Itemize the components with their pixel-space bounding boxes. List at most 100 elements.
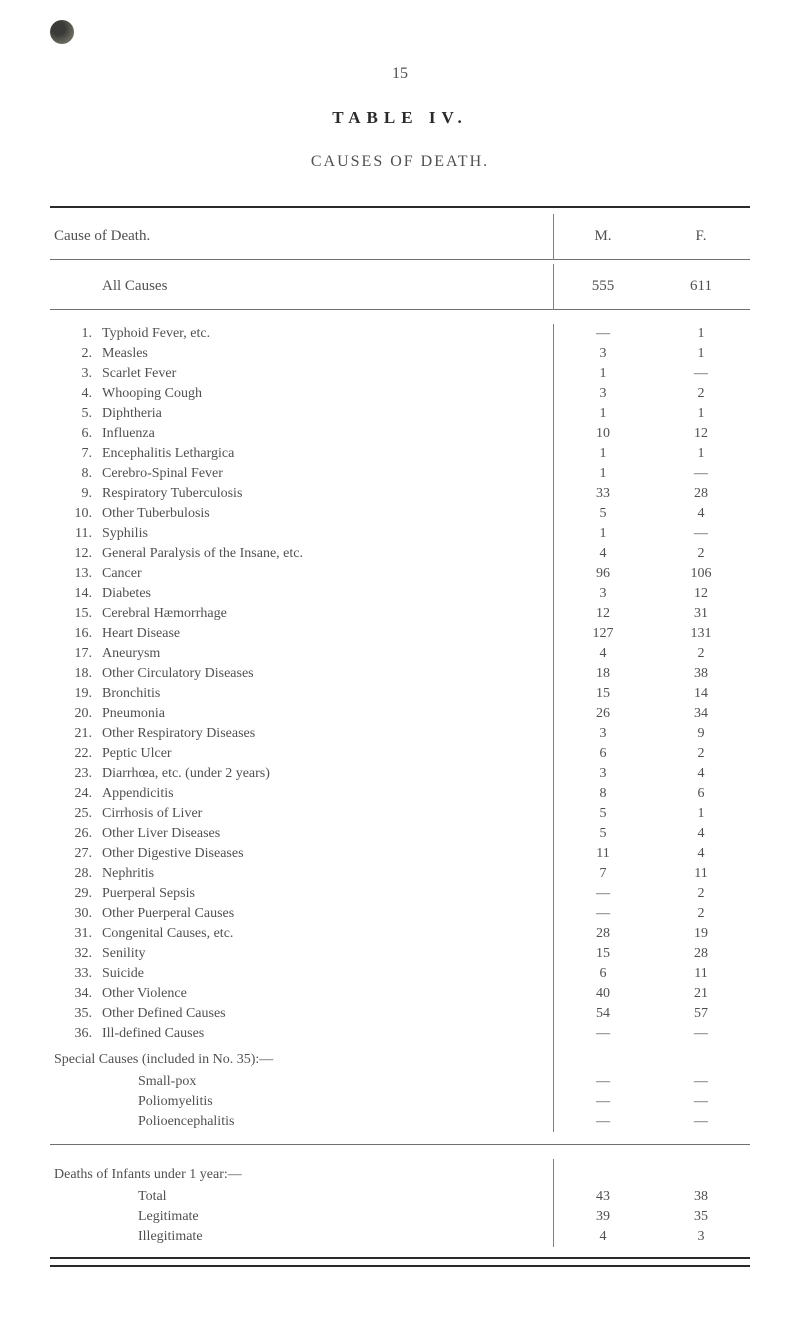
page-number: 15 — [50, 65, 750, 83]
cell-num: 29. — [50, 884, 98, 904]
cell-m: 26 — [554, 704, 653, 724]
table-row: 35.Other Defined Causes5457 — [50, 1004, 750, 1024]
cell-cause: Measles — [98, 344, 554, 364]
cell-m: — — [554, 904, 653, 924]
cell-f: — — [652, 1072, 750, 1092]
cell-f: 4 — [652, 764, 750, 784]
cell-f: 34 — [652, 704, 750, 724]
cell-f: 21 — [652, 984, 750, 1004]
special-causes-heading-row: Special Causes (included in No. 35):— — [50, 1044, 750, 1072]
table-row: 28.Nephritis711 — [50, 864, 750, 884]
cell-m: — — [554, 884, 653, 904]
cell-f: 12 — [652, 424, 750, 444]
cell-f: 31 — [652, 604, 750, 624]
cell-m: 1 — [554, 524, 653, 544]
table-row: 2.Measles31 — [50, 344, 750, 364]
cell-num: 7. — [50, 444, 98, 464]
cell-m: 54 — [554, 1004, 653, 1024]
table-row: 14.Diabetes312 — [50, 584, 750, 604]
cell-cause: Whooping Cough — [98, 384, 554, 404]
cell-cause: All Causes — [98, 264, 554, 310]
cell-m: — — [554, 1112, 653, 1132]
all-causes-row: All Causes 555 611 — [50, 264, 750, 310]
cell-f: 6 — [652, 784, 750, 804]
cell-f: 57 — [652, 1004, 750, 1024]
cell-f: 1 — [652, 344, 750, 364]
cell-f: 1 — [652, 444, 750, 464]
cell-cause: Other Puerperal Causes — [98, 904, 554, 924]
cell-cause: Other Circulatory Diseases — [98, 664, 554, 684]
cell-m: 15 — [554, 684, 653, 704]
cell-num: 35. — [50, 1004, 98, 1024]
cell-num: 27. — [50, 844, 98, 864]
cell-m: 5 — [554, 804, 653, 824]
cell-m: — — [554, 1024, 653, 1044]
cell-m: 28 — [554, 924, 653, 944]
table-row: 18.Other Circulatory Diseases1838 — [50, 664, 750, 684]
table-row: 1.Typhoid Fever, etc.—1 — [50, 324, 750, 344]
special-rows: Small-pox——Poliomyelitis——Polioencephali… — [50, 1072, 750, 1132]
table-row: 13.Cancer96106 — [50, 564, 750, 584]
cell-m: 10 — [554, 424, 653, 444]
cell-num: 15. — [50, 604, 98, 624]
cell-cause: Legitimate — [98, 1207, 554, 1227]
cell-m: 1 — [554, 464, 653, 484]
table-row: 10.Other Tuberbulosis54 — [50, 504, 750, 524]
cell-m: 6 — [554, 744, 653, 764]
cell-m: 3 — [554, 384, 653, 404]
cell-cause: Other Liver Diseases — [98, 824, 554, 844]
header-cause: Cause of Death. — [50, 214, 554, 260]
cell-cause: Suicide — [98, 964, 554, 984]
cell-m: 3 — [554, 724, 653, 744]
table-row: 25.Cirrhosis of Liver51 — [50, 804, 750, 824]
cell-m: 7 — [554, 864, 653, 884]
cell-cause: Appendicitis — [98, 784, 554, 804]
cell-cause: Syphilis — [98, 524, 554, 544]
cell-m: — — [554, 1072, 653, 1092]
cell-cause: Cirrhosis of Liver — [98, 804, 554, 824]
cell-cause: Nephritis — [98, 864, 554, 884]
cell-num: 8. — [50, 464, 98, 484]
cell-f: 4 — [652, 504, 750, 524]
cell-cause: General Paralysis of the Insane, etc. — [98, 544, 554, 564]
cell-f: — — [652, 364, 750, 384]
table-row: 21.Other Respiratory Diseases39 — [50, 724, 750, 744]
table-header-row: Cause of Death. M. F. — [50, 214, 750, 260]
cell-f: 2 — [652, 644, 750, 664]
spacer — [50, 314, 750, 324]
cell-f: 2 — [652, 904, 750, 924]
cell-cause: Cerebral Hæmorrhage — [98, 604, 554, 624]
cell-num: 20. — [50, 704, 98, 724]
cell-f: — — [652, 1092, 750, 1112]
table-row: 22.Peptic Ulcer62 — [50, 744, 750, 764]
cell-cause: Peptic Ulcer — [98, 744, 554, 764]
cell-m: 4 — [554, 644, 653, 664]
cell-num: 10. — [50, 504, 98, 524]
cell-f: — — [652, 524, 750, 544]
cell-num: 22. — [50, 744, 98, 764]
cell-num: 26. — [50, 824, 98, 844]
cell-cause: Ill-defined Causes — [98, 1024, 554, 1044]
cell-num: 33. — [50, 964, 98, 984]
cell-f: 9 — [652, 724, 750, 744]
table-row: Illegitimate43 — [50, 1227, 750, 1247]
cell-f: 131 — [652, 624, 750, 644]
cell-num: 3. — [50, 364, 98, 384]
cell-m: 5 — [554, 504, 653, 524]
table-row: 17.Aneurysm42 — [50, 644, 750, 664]
cell-f: 1 — [652, 404, 750, 424]
cell-cause: Poliomyelitis — [98, 1092, 554, 1112]
cell-num: 2. — [50, 344, 98, 364]
cell-num: 24. — [50, 784, 98, 804]
cell-m: 43 — [554, 1187, 653, 1207]
cell-cause: Other Respiratory Diseases — [98, 724, 554, 744]
cell-f: 2 — [652, 744, 750, 764]
cell-m: 1 — [554, 404, 653, 424]
cell-m: 18 — [554, 664, 653, 684]
table-row: Small-pox—— — [50, 1072, 750, 1092]
table-row: Legitimate3935 — [50, 1207, 750, 1227]
cell-m: 5 — [554, 824, 653, 844]
cell-cause: Heart Disease — [98, 624, 554, 644]
cell-cause: Aneurysm — [98, 644, 554, 664]
header-m: M. — [554, 214, 653, 260]
